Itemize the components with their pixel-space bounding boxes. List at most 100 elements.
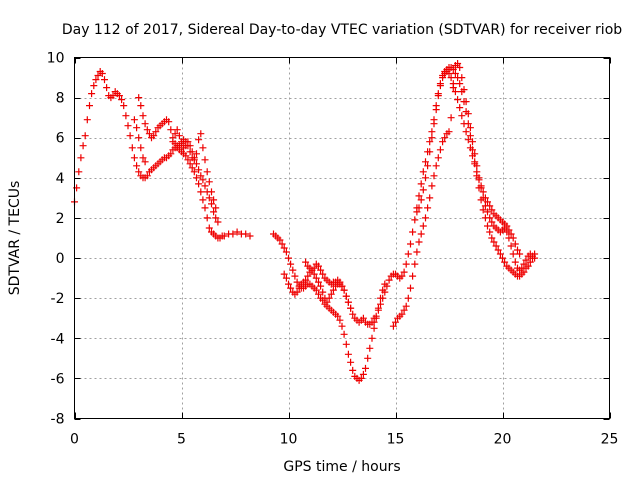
data-point bbox=[139, 154, 147, 162]
data-point bbox=[203, 188, 211, 196]
data-point bbox=[199, 176, 207, 184]
data-point bbox=[445, 70, 453, 77]
data-point bbox=[430, 172, 438, 180]
data-point bbox=[357, 374, 365, 382]
data-point bbox=[471, 160, 479, 168]
data-point bbox=[484, 222, 491, 230]
data-point bbox=[479, 188, 487, 196]
data-point bbox=[184, 156, 192, 164]
data-point bbox=[338, 282, 346, 290]
data-point bbox=[511, 240, 519, 248]
data-point bbox=[411, 260, 419, 268]
data-point bbox=[400, 306, 408, 314]
data-point bbox=[193, 150, 200, 158]
data-point bbox=[419, 168, 427, 176]
data-point bbox=[479, 206, 487, 214]
data-point bbox=[186, 160, 194, 168]
x-tick-label: 15 bbox=[387, 432, 405, 448]
data-point bbox=[402, 260, 410, 268]
data-point bbox=[447, 74, 455, 82]
data-point bbox=[133, 124, 141, 132]
data-point bbox=[509, 234, 517, 242]
data-point bbox=[402, 302, 410, 310]
data-point bbox=[282, 248, 290, 256]
data-point bbox=[486, 202, 494, 210]
data-point bbox=[186, 142, 194, 150]
data-point bbox=[496, 250, 504, 258]
data-point bbox=[315, 278, 322, 286]
data-point bbox=[451, 88, 459, 96]
data-point bbox=[484, 208, 491, 216]
data-point bbox=[473, 168, 481, 176]
data-point bbox=[409, 228, 417, 236]
data-point bbox=[193, 174, 200, 182]
data-point bbox=[531, 254, 539, 262]
data-point bbox=[389, 322, 397, 330]
data-point bbox=[488, 206, 496, 214]
data-point bbox=[377, 300, 384, 308]
data-point bbox=[419, 186, 427, 194]
data-point bbox=[364, 354, 372, 362]
data-point bbox=[315, 262, 322, 270]
data-point bbox=[417, 196, 425, 204]
data-point bbox=[203, 168, 211, 176]
data-point bbox=[312, 286, 320, 294]
data-point bbox=[428, 134, 436, 142]
data-point bbox=[488, 218, 496, 226]
y-tick-label: 6 bbox=[56, 131, 65, 147]
data-point bbox=[454, 96, 462, 104]
data-point bbox=[120, 102, 128, 110]
chart-title: Day 112 of 2017, Sidereal Day-to-day VTE… bbox=[62, 22, 622, 38]
data-point bbox=[338, 322, 346, 330]
data-point bbox=[141, 158, 149, 166]
data-point bbox=[287, 260, 295, 268]
data-point bbox=[242, 230, 250, 238]
data-point bbox=[133, 162, 141, 170]
data-point bbox=[319, 270, 327, 278]
x-tick-label: 10 bbox=[280, 432, 298, 448]
data-point bbox=[190, 168, 198, 176]
data-point bbox=[130, 116, 138, 124]
data-point bbox=[407, 240, 414, 248]
data-point bbox=[302, 276, 310, 284]
data-point bbox=[289, 266, 297, 274]
data-point bbox=[426, 138, 434, 146]
data-point bbox=[432, 106, 440, 114]
data-point bbox=[317, 282, 325, 290]
data-point bbox=[201, 182, 209, 190]
data-point bbox=[90, 82, 98, 90]
data-point bbox=[428, 182, 436, 190]
data-point bbox=[98, 70, 106, 77]
data-point bbox=[193, 160, 200, 168]
data-point bbox=[195, 166, 203, 174]
data-point bbox=[411, 216, 419, 224]
data-point bbox=[426, 194, 434, 202]
data-point bbox=[130, 154, 138, 162]
data-point bbox=[210, 196, 218, 204]
data-points bbox=[71, 60, 539, 384]
data-point bbox=[490, 238, 498, 246]
data-point bbox=[246, 232, 254, 240]
x-tick-label: 25 bbox=[601, 432, 619, 448]
data-point bbox=[175, 132, 183, 140]
x-tick-label: 20 bbox=[494, 432, 512, 448]
data-point bbox=[456, 104, 464, 112]
data-point bbox=[342, 340, 350, 348]
data-point bbox=[507, 230, 515, 238]
data-point bbox=[469, 138, 476, 146]
data-point bbox=[210, 208, 218, 216]
data-point bbox=[398, 310, 406, 318]
data-point bbox=[475, 176, 483, 184]
y-tick-label: 10 bbox=[47, 51, 65, 67]
data-point bbox=[413, 248, 421, 256]
data-point bbox=[488, 234, 496, 242]
data-point bbox=[109, 92, 117, 100]
data-point bbox=[103, 84, 111, 92]
data-point bbox=[325, 294, 333, 302]
data-point bbox=[349, 366, 357, 374]
data-point bbox=[278, 240, 286, 248]
data-point bbox=[167, 150, 175, 158]
data-point bbox=[135, 94, 143, 102]
data-point bbox=[137, 144, 145, 152]
data-point bbox=[197, 188, 205, 196]
